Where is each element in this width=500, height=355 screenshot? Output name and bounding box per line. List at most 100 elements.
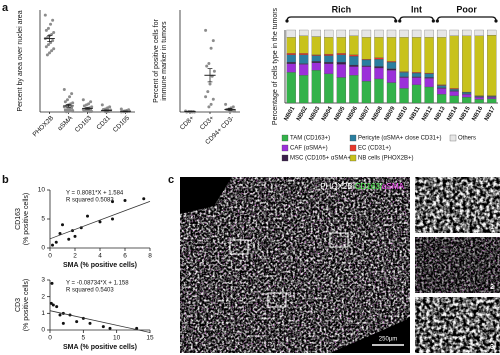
- x-tick-label: NB14: [446, 105, 459, 122]
- bar-segment: [386, 61, 397, 69]
- x-tick-label: CD105: [112, 114, 132, 134]
- bar-segment: [299, 75, 309, 104]
- bar-segment: [436, 88, 447, 95]
- x-tick-label: NB03: [309, 105, 322, 122]
- bar-segment: [311, 70, 321, 104]
- legend-label: Pericyte (αSMA+ close CD31+): [358, 136, 442, 142]
- bar-segment: [462, 29, 472, 36]
- region-label: 2: [350, 233, 354, 239]
- data-point: [49, 22, 53, 26]
- bar-segment: [411, 72, 422, 77]
- group-dot: [494, 19, 498, 23]
- region-label: 1: [250, 240, 254, 246]
- bar-segment: [349, 64, 359, 67]
- bar-segment: [286, 63, 296, 73]
- data-point: [88, 110, 92, 114]
- bar-segment: [286, 37, 296, 54]
- fit-line: [49, 200, 151, 240]
- data-point: [100, 103, 104, 107]
- data-point: [204, 28, 208, 32]
- bar-segment: [299, 54, 309, 64]
- x-tick-label: 8: [148, 253, 152, 260]
- x-tick-label: 4: [98, 253, 102, 260]
- data-point: [111, 200, 114, 204]
- bar-segment: [399, 77, 409, 89]
- bar-segment: [487, 34, 497, 96]
- data-point: [52, 47, 56, 51]
- bar-segment: [311, 55, 321, 62]
- data-point: [48, 51, 51, 55]
- bar-segment: [487, 29, 497, 36]
- bar-segment: [349, 29, 359, 36]
- bar-segment: [449, 95, 459, 104]
- bar-segment: [349, 54, 359, 57]
- data-point: [49, 301, 53, 305]
- data-point: [119, 107, 123, 111]
- bar-segment: [336, 64, 347, 78]
- bar-segment: [324, 55, 334, 63]
- data-point: [207, 105, 211, 109]
- bar-segment: [361, 37, 372, 60]
- x-tick-label: NB07: [359, 105, 372, 122]
- data-point: [44, 45, 48, 49]
- y-axis-label: Percent by area over nuclei area: [17, 10, 24, 111]
- bar-segment: [449, 89, 459, 91]
- group-bracket: [399, 16, 435, 22]
- data-point: [98, 220, 102, 224]
- bar-segment: [411, 29, 422, 38]
- chart: Percent by area over nuclei area PHOX2B αS…: [17, 10, 135, 138]
- data-point: [119, 110, 123, 114]
- bar-segment: [349, 75, 359, 104]
- chart: 0 5 10 0 2 4 6 8 CD163 (% positive cells) SMA (% p…: [15, 187, 152, 269]
- bar-segment: [336, 37, 347, 54]
- data-point: [43, 13, 47, 17]
- y-tick-label: 5: [41, 216, 45, 223]
- legend-label: NB cells (PHOX2B+): [358, 156, 414, 162]
- x-tick-label: 15: [146, 335, 154, 342]
- bar-segment: [286, 53, 296, 55]
- chart: Percentage of cells type in the tumors NB…: [272, 4, 498, 162]
- x-tick-label: CD8+: [179, 115, 196, 132]
- data-point: [51, 39, 55, 43]
- x-tick-label: CD3+: [199, 115, 216, 132]
- data-point: [54, 240, 58, 244]
- bar-segment: [361, 66, 372, 82]
- micrograph: PHOX2B/CD163/αSMA 1 2 3 250µm: [180, 177, 410, 353]
- group-dot: [431, 19, 435, 23]
- bar-segment: [324, 37, 334, 55]
- group-label: Int: [411, 4, 422, 14]
- bar-segment: [374, 57, 384, 60]
- bar-segment: [462, 92, 472, 95]
- error-bar: [227, 108, 233, 111]
- x-tick-label: CD31: [95, 114, 112, 131]
- bar-segment: [311, 61, 321, 63]
- data-point: [65, 98, 69, 102]
- bar-segment: [436, 37, 447, 85]
- bar-segment: [374, 59, 384, 67]
- legend-label: CAF (αSMA+): [290, 146, 328, 152]
- bar-segment: [286, 29, 296, 38]
- x-tick-label: PHOX2B: [32, 115, 56, 139]
- bar-segment: [374, 66, 384, 69]
- bar-segment: [411, 37, 422, 73]
- y-tick-label: 1: [41, 310, 45, 317]
- chart: Percent of positive cells for immune mark…: [153, 10, 240, 146]
- y-axis-label: (% positive cells): [23, 279, 30, 332]
- group-dot: [394, 19, 398, 23]
- data-point: [51, 18, 55, 22]
- bar-segment: [462, 94, 472, 98]
- data-point: [70, 92, 74, 96]
- inset-texture: [415, 177, 500, 233]
- data-point: [63, 100, 67, 104]
- legend-label: MSC (CD105+ αSMA+): [290, 156, 353, 162]
- bar-segment: [386, 70, 397, 83]
- error-bar: [104, 109, 109, 112]
- bar-segment: [311, 29, 321, 37]
- x-axis-label: SMA (% positive cells): [63, 344, 137, 351]
- data-point: [205, 64, 209, 68]
- bar-segment: [336, 77, 347, 104]
- bar-segment: [462, 35, 472, 93]
- x-tick-label: 10: [113, 335, 121, 342]
- data-point: [51, 243, 54, 247]
